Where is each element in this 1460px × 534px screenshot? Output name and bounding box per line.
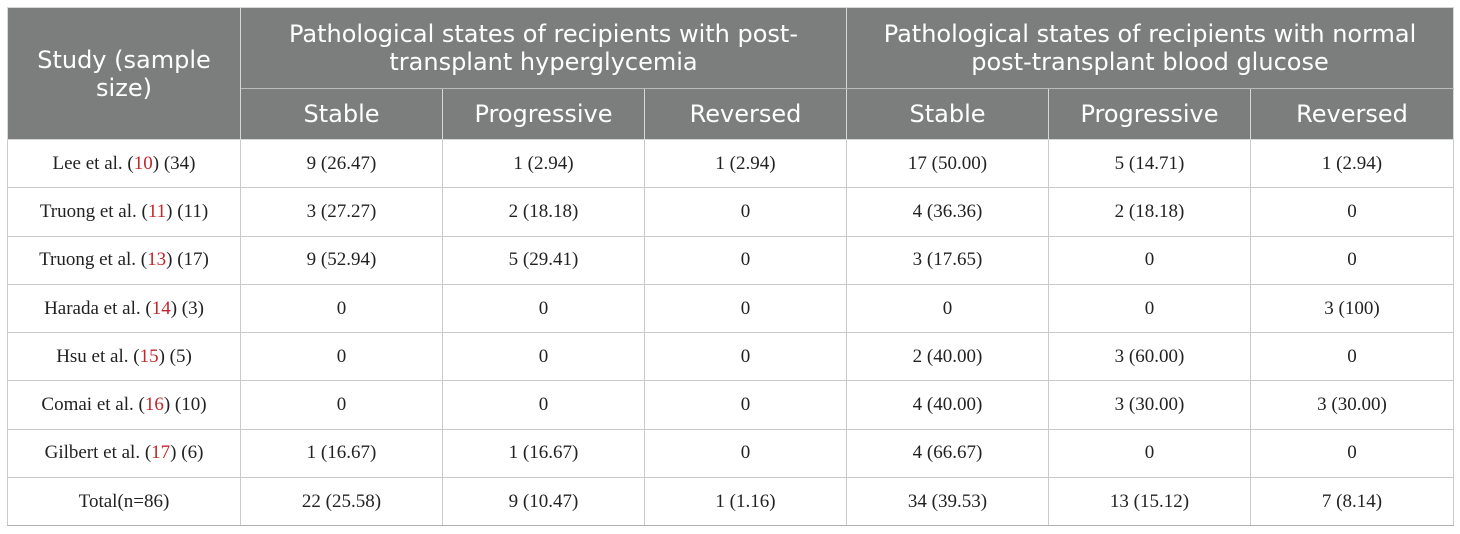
study-author: Lee et al. ( [52, 152, 134, 174]
value-cell: 3 (27.27) [240, 187, 443, 237]
study-cell: Lee et al. (10) (34) [7, 138, 241, 189]
reference-link[interactable]: 11 [147, 200, 167, 222]
value-cell: 1 (16.67) [442, 428, 645, 479]
total-value-cell: 34 (39.53) [846, 477, 1049, 527]
table-row: Hsu et al. (15) (5) 0 0 0 2 (40.00) 3 (6… [7, 332, 1454, 382]
column-group-normal-glucose: Pathological states of recipients with n… [846, 7, 1454, 89]
total-row: Total(n=86) 22 (25.58) 9 (10.47) 1 (1.16… [7, 477, 1454, 527]
table-body: Lee et al. (10) (34) 9 (26.47) 1 (2.94) … [7, 138, 1454, 527]
value-cell: 5 (14.71) [1048, 138, 1251, 189]
value-cell: 1 (2.94) [442, 138, 645, 189]
value-cell: 1 (16.67) [240, 428, 443, 479]
value-cell: 0 [240, 283, 443, 334]
value-cell: 4 (66.67) [846, 428, 1049, 479]
total-value-cell: 9 (10.47) [442, 477, 645, 527]
total-value-cell: 7 (8.14) [1250, 477, 1454, 527]
study-author: Gilbert et al. ( [44, 442, 152, 464]
study-cell: Gilbert et al. (17) (6) [7, 428, 241, 479]
study-author: Truong et al. ( [39, 249, 148, 271]
table-row: Comai et al. (16) (10) 0 0 0 4 (40.00) 3… [7, 380, 1454, 430]
reference-link[interactable]: 15 [139, 345, 159, 367]
column-header-progressive: Progressive [442, 88, 645, 140]
value-cell: 1 (2.94) [644, 138, 847, 189]
value-cell: 0 [1048, 283, 1251, 334]
value-cell: 9 (26.47) [240, 138, 443, 189]
study-sample-size: ) (34) [152, 152, 196, 174]
value-cell: 5 (29.41) [442, 235, 645, 285]
value-cell: 0 [442, 332, 645, 382]
table-row: Truong et al. (11) (11) 3 (27.27) 2 (18.… [7, 187, 1454, 237]
value-cell: 0 [644, 332, 847, 382]
value-cell: 0 [442, 380, 645, 430]
value-cell: 9 (52.94) [240, 235, 443, 285]
study-author: Hsu et al. ( [56, 345, 140, 367]
table-row: Gilbert et al. (17) (6) 1 (16.67) 1 (16.… [7, 428, 1454, 479]
value-cell: 1 (2.94) [1250, 138, 1454, 189]
column-header-reversed: Reversed [1250, 88, 1454, 140]
value-cell: 0 [644, 428, 847, 479]
column-header-reversed: Reversed [644, 88, 847, 140]
reference-link[interactable]: 14 [151, 297, 171, 319]
study-cell: Truong et al. (13) (17) [7, 235, 241, 285]
value-cell: 0 [1048, 235, 1251, 285]
value-cell: 2 (40.00) [846, 332, 1049, 382]
total-value-cell: 22 (25.58) [240, 477, 443, 527]
reference-link[interactable]: 10 [133, 152, 153, 174]
value-cell: 0 [1250, 187, 1454, 237]
study-sample-size: ) (17) [166, 249, 209, 271]
study-sample-size: ) (11) [166, 200, 209, 222]
value-cell: 0 [1250, 235, 1454, 285]
value-cell: 0 [644, 283, 847, 334]
value-cell: 3 (17.65) [846, 235, 1049, 285]
value-cell: 3 (30.00) [1048, 380, 1251, 430]
reference-link[interactable]: 17 [151, 442, 171, 464]
value-cell: 0 [846, 283, 1049, 334]
value-cell: 0 [442, 283, 645, 334]
study-sample-size: ) (6) [170, 442, 204, 464]
reference-link[interactable]: 16 [144, 394, 164, 416]
study-author: Truong et al. ( [39, 200, 148, 222]
value-cell: 17 (50.00) [846, 138, 1049, 189]
table-row: Lee et al. (10) (34) 9 (26.47) 1 (2.94) … [7, 138, 1454, 189]
reference-link[interactable]: 13 [147, 249, 167, 271]
table-row: Truong et al. (13) (17) 9 (52.94) 5 (29.… [7, 235, 1454, 285]
value-cell: 0 [644, 380, 847, 430]
value-cell: 0 [240, 332, 443, 382]
value-cell: 3 (60.00) [1048, 332, 1251, 382]
study-cell: Hsu et al. (15) (5) [7, 332, 241, 382]
column-header-stable: Stable [240, 88, 443, 140]
value-cell: 0 [240, 380, 443, 430]
study-sample-size: ) (5) [158, 345, 192, 367]
column-header-stable: Stable [846, 88, 1049, 140]
study-cell: Harada et al. (14) (3) [7, 283, 241, 334]
study-sample-size: ) (3) [170, 297, 204, 319]
study-author: Harada et al. ( [44, 297, 152, 319]
value-cell: 0 [644, 187, 847, 237]
value-cell: 4 (40.00) [846, 380, 1049, 430]
value-cell: 0 [644, 235, 847, 285]
value-cell: 0 [1250, 428, 1454, 479]
value-cell: 4 (36.36) [846, 187, 1049, 237]
value-cell: 0 [1250, 332, 1454, 382]
study-sample-size: ) (10) [163, 394, 207, 416]
value-cell: 2 (18.18) [442, 187, 645, 237]
results-table: Study (sample size) Pathological states … [7, 7, 1454, 527]
value-cell: 2 (18.18) [1048, 187, 1251, 237]
total-label: Total(n=86) [7, 477, 241, 527]
column-group-hyperglycemia: Pathological states of recipients with p… [240, 7, 847, 89]
value-cell: 3 (100) [1250, 283, 1454, 334]
column-header-progressive: Progressive [1048, 88, 1251, 140]
total-value-cell: 13 (15.12) [1048, 477, 1251, 527]
column-header-study: Study (sample size) [7, 7, 241, 140]
total-value-cell: 1 (1.16) [644, 477, 847, 527]
study-author: Comai et al. ( [41, 394, 145, 416]
table-row: Harada et al. (14) (3) 0 0 0 0 0 3 (100) [7, 283, 1454, 334]
table-header: Study (sample size) Pathological states … [7, 7, 1454, 140]
study-cell: Comai et al. (16) (10) [7, 380, 241, 430]
value-cell: 0 [1048, 428, 1251, 479]
results-table-container: Study (sample size) Pathological states … [7, 7, 1454, 527]
value-cell: 3 (30.00) [1250, 380, 1454, 430]
study-cell: Truong et al. (11) (11) [7, 187, 241, 237]
